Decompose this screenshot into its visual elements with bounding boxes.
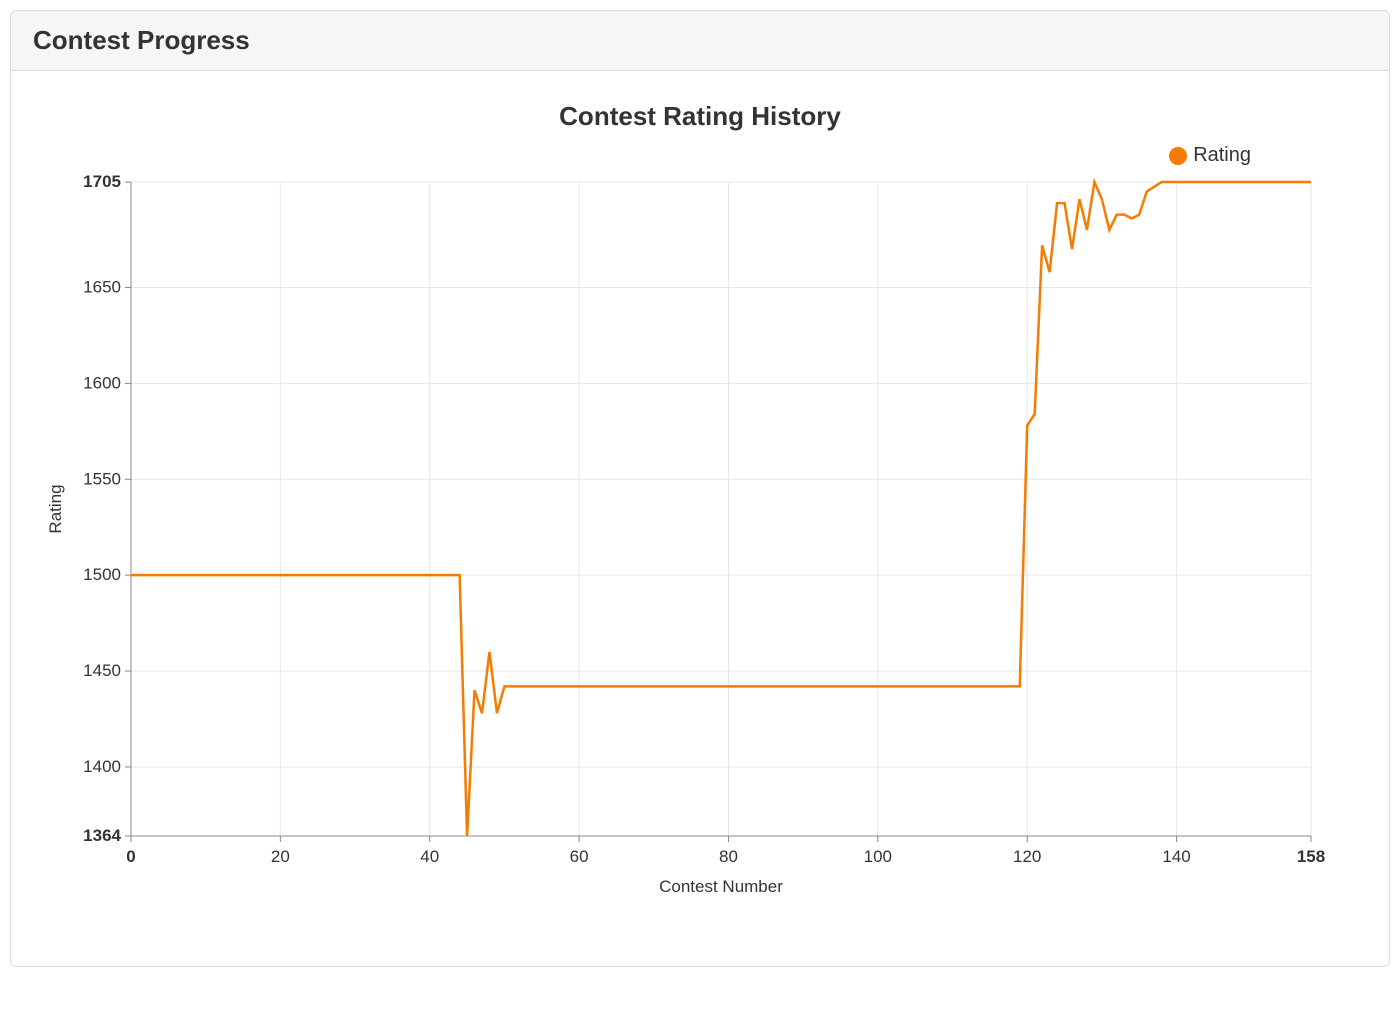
svg-text:140: 140: [1162, 847, 1190, 866]
svg-text:0: 0: [126, 847, 135, 866]
legend-label: Rating: [1193, 144, 1251, 167]
svg-text:1500: 1500: [83, 565, 121, 584]
svg-text:1400: 1400: [83, 757, 121, 776]
svg-text:1650: 1650: [83, 277, 121, 296]
svg-text:1705: 1705: [83, 172, 121, 191]
svg-text:80: 80: [719, 847, 738, 866]
svg-text:1450: 1450: [83, 661, 121, 680]
chart-svg: 0 20 40 60 80 100 120 140 158 1364 1400 1450 1500 155…: [39, 138, 1363, 938]
svg-text:60: 60: [570, 847, 589, 866]
svg-text:120: 120: [1013, 847, 1041, 866]
card: Contest Progress Contest Rating History …: [10, 10, 1390, 967]
svg-text:40: 40: [420, 847, 439, 866]
chart-title: Contest Rating History: [39, 101, 1361, 132]
chart-legend: Rating: [1169, 144, 1251, 167]
card-header: Contest Progress: [11, 11, 1389, 71]
chart-area: Rating 0 20 40 60 80 100 120 140 158 1364 1400 1450…: [39, 138, 1361, 938]
svg-text:100: 100: [864, 847, 892, 866]
svg-text:Contest Number: Contest Number: [659, 877, 783, 896]
svg-text:1550: 1550: [83, 469, 121, 488]
svg-text:20: 20: [271, 847, 290, 866]
card-body: Contest Rating History Rating 0 20 40 60 80 1…: [11, 71, 1389, 966]
legend-marker-icon: [1169, 147, 1187, 165]
svg-text:1600: 1600: [83, 373, 121, 392]
card-title: Contest Progress: [33, 25, 1367, 56]
svg-text:1364: 1364: [83, 826, 121, 845]
svg-text:158: 158: [1297, 847, 1325, 866]
svg-text:Rating: Rating: [46, 484, 65, 533]
